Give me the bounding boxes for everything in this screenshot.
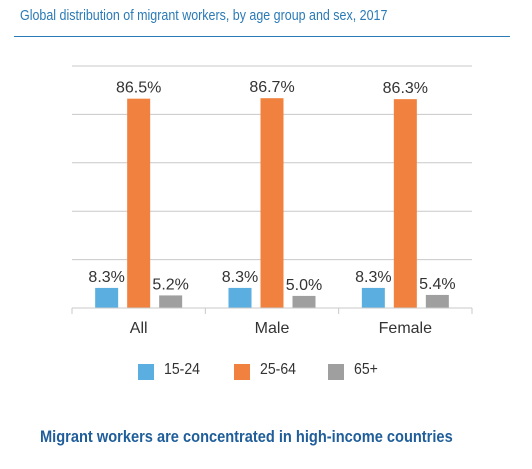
legend-swatch-15-24 <box>138 364 154 380</box>
chart-title: Global distribution of migrant workers, … <box>20 8 388 24</box>
category-label: All <box>130 320 148 337</box>
bar-65+-female <box>425 294 449 308</box>
data-label: 86.5% <box>116 80 161 97</box>
data-label: 8.3% <box>355 269 391 286</box>
bar-25-64-female <box>393 99 417 309</box>
bar-25-64-all <box>127 98 151 308</box>
data-label: 8.3% <box>88 269 124 286</box>
category-label: Male <box>255 320 290 337</box>
bar-15-24-all <box>95 287 119 308</box>
data-label: 8.3% <box>222 269 258 286</box>
data-label: 5.0% <box>286 277 322 294</box>
legend-label-25-64: 25-64 <box>260 361 297 378</box>
data-label: 5.2% <box>152 276 188 293</box>
legend-label-15-24: 15-24 <box>164 361 201 378</box>
category-label: Female <box>379 320 432 337</box>
data-label: 86.7% <box>249 79 294 96</box>
bar-25-64-male <box>260 98 284 308</box>
title-divider <box>14 36 510 37</box>
legend-swatch-65plus <box>328 364 344 380</box>
legend-label-65plus: 65+ <box>354 361 378 378</box>
bar-65+-male <box>292 295 316 308</box>
bar-15-24-male <box>228 287 252 308</box>
bar-15-24-female <box>361 287 385 308</box>
chart-footnote: Migrant workers are concentrated in high… <box>40 427 453 446</box>
data-label: 5.4% <box>419 276 455 293</box>
bar-65+-all <box>159 295 183 308</box>
data-label: 86.3% <box>383 80 428 97</box>
legend-swatch-25-64 <box>234 364 250 380</box>
